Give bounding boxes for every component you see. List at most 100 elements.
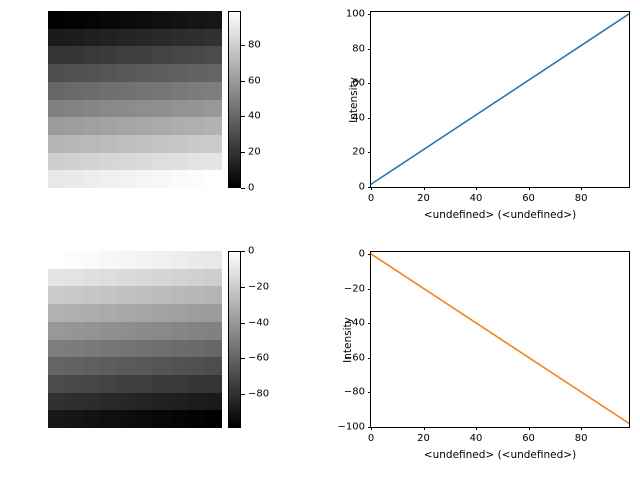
heatmap-cell	[204, 286, 222, 305]
y-tick	[368, 83, 371, 85]
colorbar-tick-label: 20	[248, 146, 261, 158]
heatmap-cell	[134, 170, 153, 188]
x-tick	[423, 427, 425, 430]
colorbar-tick	[241, 80, 245, 82]
heatmap-cell	[204, 28, 222, 47]
heatmap-cell	[100, 134, 118, 153]
heatmap-cell	[82, 268, 101, 287]
heatmap-cell	[134, 321, 153, 340]
colorbar-tick	[241, 322, 245, 324]
heatmap-cell	[117, 99, 135, 118]
y-tick	[368, 392, 371, 394]
data-line-negative	[371, 253, 629, 425]
heatmap-cell	[65, 64, 83, 82]
subplot-top-left: 0 20 40 60 80	[0, 0, 320, 240]
heatmap-cell	[117, 64, 135, 82]
heatmap-cell	[48, 304, 66, 322]
heatmap-cell	[152, 170, 170, 188]
colorbar-tick-label: 40	[248, 110, 261, 122]
heatmap-cell	[48, 321, 66, 340]
x-tick-label: 80	[574, 433, 588, 444]
heatmap-cell	[152, 321, 170, 340]
heatmap-cell	[134, 81, 153, 100]
x-axis-label-positive: <undefined> (<undefined>)	[423, 209, 577, 221]
heatmap-cell	[100, 321, 118, 340]
heatmap-cell	[134, 99, 153, 118]
heatmap-cell	[204, 251, 222, 269]
heatmap-cell	[117, 392, 135, 411]
heatmap-cell	[82, 170, 101, 188]
axes-positive-line: 0 20 40 60 80 0 20 40 60 80 100 <undefined> (<und…	[346, 8, 630, 221]
heatmap-cell	[117, 46, 135, 65]
heatmap-cell	[169, 321, 188, 340]
heatmap-cell	[152, 357, 170, 375]
heatmap-cell	[65, 134, 83, 153]
heatmap-cell	[187, 410, 205, 428]
heatmap-cell	[65, 99, 83, 118]
heatmap-cell	[187, 152, 205, 171]
heatmap-cell	[82, 64, 101, 82]
heatmap-cell	[82, 99, 101, 118]
x-tick	[423, 187, 425, 190]
x-axis-label-negative: <undefined> (<undefined>)	[423, 449, 577, 461]
x-tick-label: 60	[522, 193, 535, 204]
heatmap-cell	[65, 81, 83, 100]
heatmap-cell	[152, 64, 170, 82]
heatmap-cell	[169, 170, 188, 188]
heatmap-cell	[65, 339, 83, 358]
heatmap-cell	[134, 28, 153, 47]
colorbar-tick-label: 80	[248, 39, 261, 51]
y-tick-label: −80	[343, 386, 365, 398]
heatmap-cell	[134, 304, 153, 322]
heatmap-cell	[134, 117, 153, 135]
heatmap-cell	[152, 28, 170, 47]
heatmap-cell	[100, 357, 118, 375]
colorbar-tick	[241, 251, 245, 252]
heatmap-cell	[204, 64, 222, 82]
heatmap-cell	[82, 374, 101, 393]
heatmap-cell	[48, 152, 66, 171]
heatmap-cell	[187, 170, 205, 188]
colorbar-positive: 0 20 40 60 80	[228, 11, 261, 194]
heatmap-cell	[100, 339, 118, 358]
heatmap-cell	[134, 339, 153, 358]
heatmap-cell	[187, 134, 205, 153]
axes-negative-line: 0 20 40 60 80 0 −20 −40 −60 −80 −100 <undefined> …	[338, 248, 630, 461]
heatmap-cell	[169, 46, 188, 65]
heatmap-cell	[48, 134, 66, 153]
heatmap-cell	[100, 268, 118, 287]
y-tick-label: 100	[345, 8, 365, 20]
x-tick-label: 40	[469, 193, 483, 204]
y-tick-label: 80	[352, 43, 365, 55]
heatmap-cell	[169, 268, 188, 287]
heatmap-cell	[82, 117, 101, 135]
heatmap-cell	[117, 152, 135, 171]
colorbar-tick	[241, 44, 245, 46]
colorbar-tick-label: −80	[248, 388, 270, 400]
heatmap-cell	[187, 339, 205, 358]
heatmap-cell	[204, 117, 222, 135]
y-tick-label: −20	[343, 283, 365, 295]
heatmap-cell	[82, 392, 101, 411]
subplot-bottom-left: 0 −20 −40 −60 −80	[0, 240, 320, 480]
y-tick-label: −60	[343, 352, 365, 364]
heatmap-cell	[204, 410, 222, 428]
heatmap-cell	[48, 170, 66, 188]
heatmap-cell	[169, 11, 188, 29]
heatmap-cell	[169, 28, 188, 47]
heatmap-cell	[82, 357, 101, 375]
colorbar-tick	[241, 286, 245, 288]
heatmap-cell	[117, 374, 135, 393]
heatmap-cell	[169, 392, 188, 411]
heatmap-cell	[100, 304, 118, 322]
y-tick	[368, 13, 371, 15]
heatmap-cell	[134, 268, 153, 287]
heatmap-cell	[152, 11, 170, 29]
heatmap-cell	[65, 374, 83, 393]
heatmap-cell	[117, 28, 135, 47]
heatmap-cell	[100, 286, 118, 305]
y-tick	[368, 427, 371, 429]
heatmap-cell	[117, 321, 135, 340]
heatmap-cell	[117, 268, 135, 287]
heatmap-cell	[169, 339, 188, 358]
